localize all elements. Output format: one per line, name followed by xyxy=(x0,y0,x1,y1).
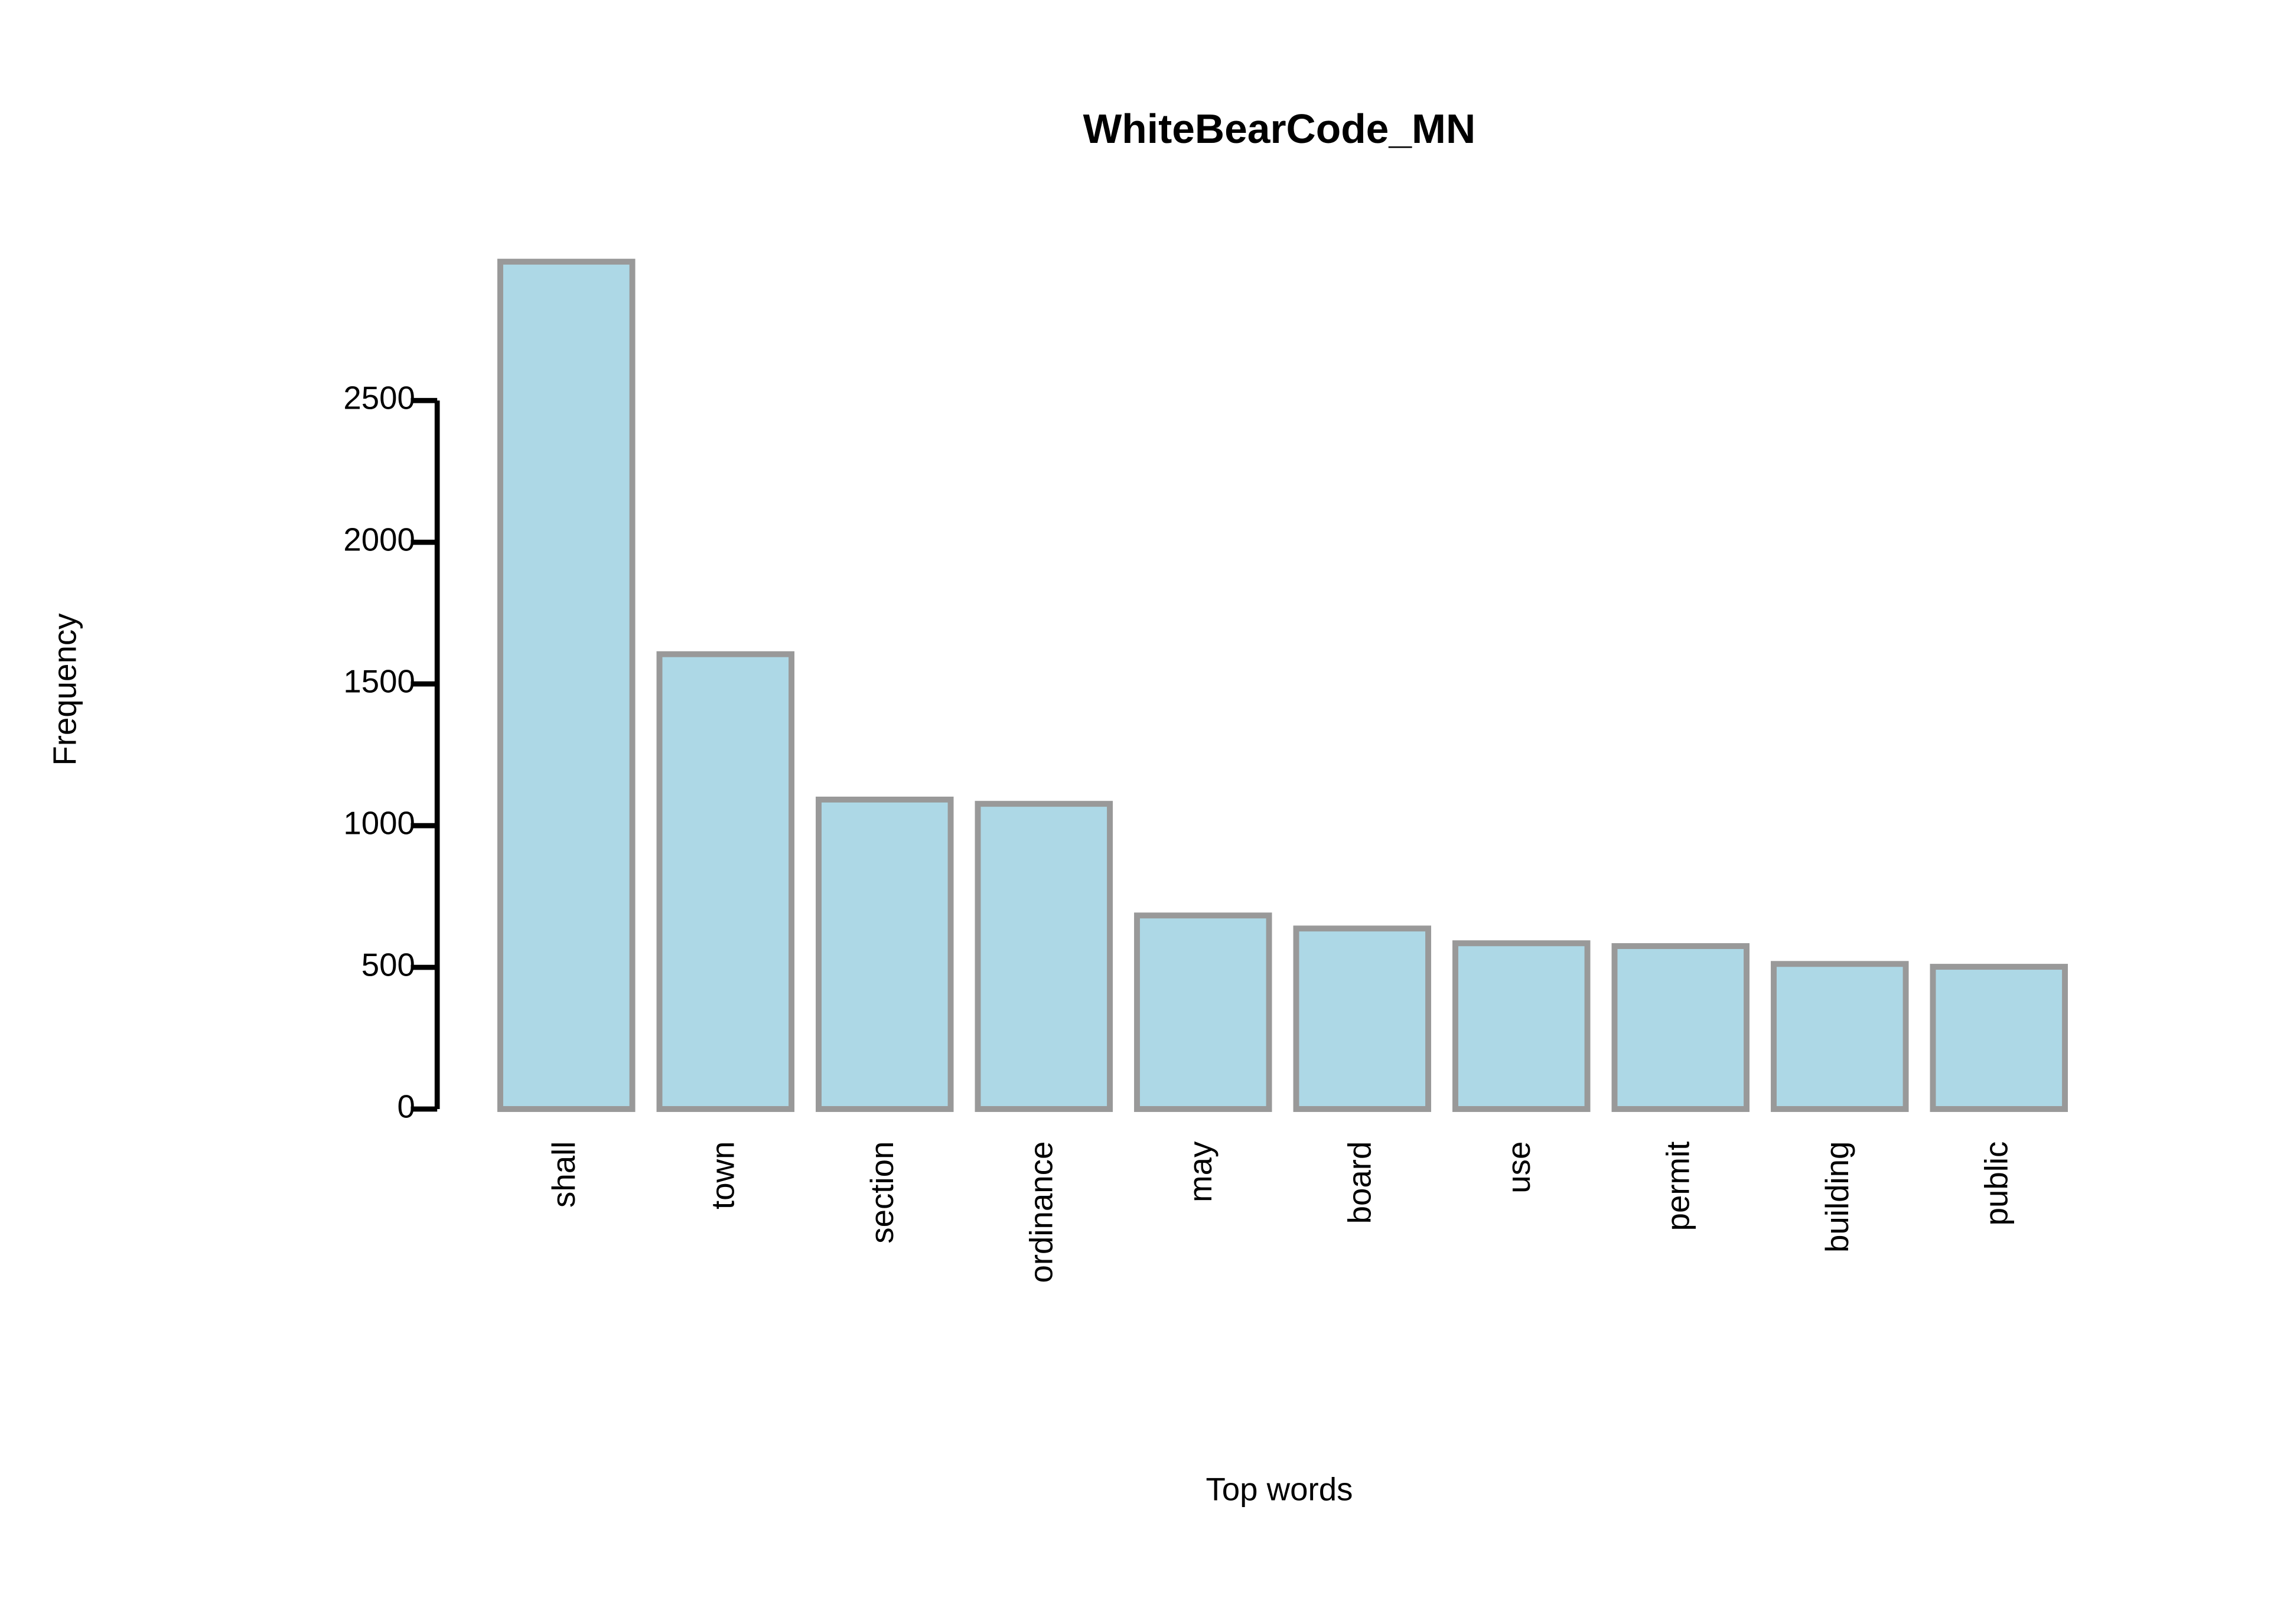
x-tick-label: public xyxy=(1979,1142,2015,1226)
bar xyxy=(1930,964,2068,1112)
y-tick-label: 1000 xyxy=(343,806,415,842)
bar xyxy=(1771,961,1909,1112)
x-tick-label: may xyxy=(1182,1141,1219,1202)
bar xyxy=(816,796,954,1112)
y-tick-label: 1500 xyxy=(343,664,415,700)
x-tick-label: permit xyxy=(1660,1142,1696,1231)
x-tick-label: use xyxy=(1501,1142,1537,1193)
x-tick-label: shall xyxy=(546,1142,582,1208)
chart-title: WhiteBearCode_MN xyxy=(1083,106,1475,152)
x-tick-label: section xyxy=(864,1142,900,1244)
bar xyxy=(1611,943,1750,1112)
bar xyxy=(1134,912,1272,1112)
y-tick-label: 2500 xyxy=(343,380,415,416)
bar xyxy=(1452,940,1591,1112)
x-tick-label: ordinance xyxy=(1024,1142,1060,1283)
x-tick-label: town xyxy=(705,1142,741,1209)
x-axis-label: Top words xyxy=(1206,1472,1353,1508)
x-tick-label: board xyxy=(1342,1142,1378,1224)
x-tick-label: building xyxy=(1819,1142,1855,1253)
bar xyxy=(975,801,1113,1112)
bar xyxy=(1293,925,1432,1112)
bar xyxy=(497,259,636,1112)
y-axis-label: Frequency xyxy=(47,613,83,766)
y-tick-label: 500 xyxy=(361,947,415,983)
y-tick-label: 0 xyxy=(398,1088,415,1124)
bar xyxy=(656,651,795,1112)
y-tick-label: 2000 xyxy=(343,522,415,558)
